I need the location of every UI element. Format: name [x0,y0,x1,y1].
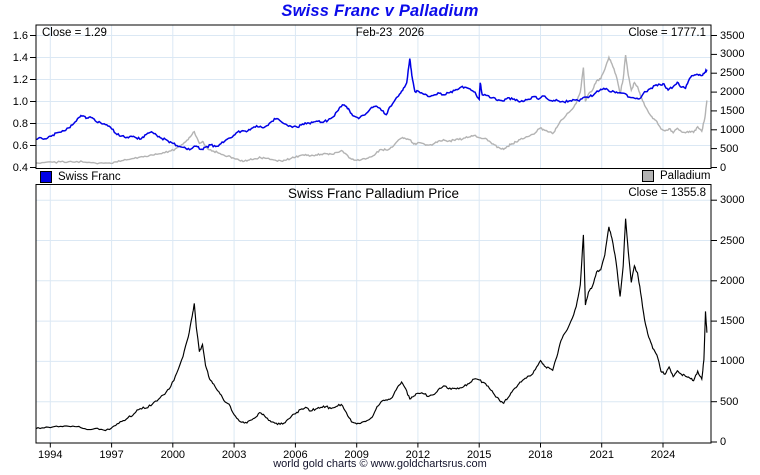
gridlines [36,25,711,443]
x-axis-tick-label: 2000 [160,449,186,461]
x-axis-tick-label: 1997 [99,449,124,461]
x-axis-tick-label: 2003 [221,449,247,461]
x-axis-tick-label: 2006 [283,449,308,461]
bottom-right-axis-tick-label: 1000 [720,355,745,368]
x-axis-tick-label: 1994 [38,449,63,461]
top-right-axis-tick-label: 0 [720,161,727,174]
axis-ticks [30,35,717,448]
bottom-close-label: Close = 1355.8 [628,187,706,199]
chf-palladium-price-line [36,218,708,432]
top-left-axis-tick-label: 1.0 [12,95,28,108]
top-close-left-label: Close = 1.29 [42,27,107,39]
top-left-axis-tick-label: 0.8 [12,117,28,130]
top-right-axis-tick-label: 2500 [720,67,745,80]
top-left-axis-tick-label: 1.2 [12,73,28,86]
top-right-axis-tick-label: 3000 [720,48,745,61]
bottom-right-axis-tick-label: 2500 [720,234,745,247]
bottom-right-axis-tick-label: 1500 [720,315,745,328]
page-title: Swiss Franc v Palladium [281,2,479,20]
legend-palladium: Palladium [642,170,711,182]
footer-credit: world gold charts © www.goldchartsrus.co… [273,458,487,470]
x-axis-tick-label: 2018 [528,449,553,461]
bottom-right-axis-tick-label: 3000 [720,194,745,207]
x-axis-tick-label: 2024 [650,449,676,461]
x-axis-tick-label: 2015 [466,449,492,461]
top-left-axis-tick-label: 0.4 [12,161,28,174]
palladium-line [36,55,708,165]
bottom-panel-border [35,184,712,444]
top-panel-border [35,24,712,169]
top-right-axis-tick-label: 500 [720,142,739,155]
legend-swiss-franc-label: Swiss Franc [58,171,121,183]
top-right-axis-tick-label: 1500 [720,104,745,117]
bottom-right-axis-tick-label: 2000 [720,274,745,287]
legend-palladium-label: Palladium [660,170,711,182]
top-left-axis-tick-label: 0.6 [12,139,28,152]
top-close-right-label: Close = 1777.1 [628,27,706,39]
bottom-panel-title: Swiss Franc Palladium Price [287,186,460,201]
legend-swiss-franc: Swiss Franc [40,171,121,183]
top-right-axis-tick-label: 2000 [720,86,745,99]
bottom-right-axis-tick-label: 500 [720,395,739,408]
top-right-axis-tick-label: 1000 [720,123,745,136]
swiss-franc-line [36,58,708,151]
top-right-axis-tick-label: 3500 [720,29,745,42]
top-left-axis-tick-label: 1.4 [12,51,28,64]
bottom-right-axis-tick-label: 0 [720,436,727,448]
swiss-franc-swatch-icon [40,171,52,183]
date-label: Feb-23 2026 [355,27,425,39]
x-axis-tick-label: 2009 [344,449,369,461]
palladium-swatch-icon [642,170,654,182]
top-left-axis-tick-label: 1.6 [12,29,28,42]
x-axis-tick-label: 2012 [405,449,431,461]
x-axis-tick-label: 2021 [589,449,614,461]
